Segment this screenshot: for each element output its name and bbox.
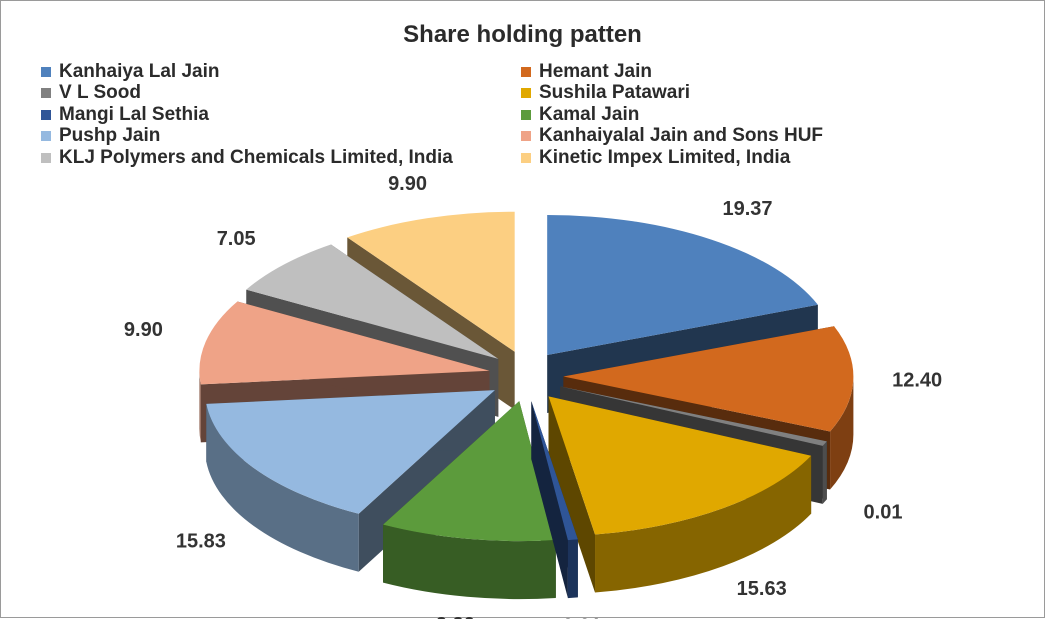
pie-slice-top	[547, 214, 818, 355]
pie-slice-top	[548, 396, 812, 535]
data-label: 9.90	[388, 173, 427, 195]
pie-slice-side	[199, 370, 201, 443]
pie-slice-top	[560, 386, 827, 446]
legend-label: Hemant Jain	[539, 60, 652, 82]
legend-item: Hemant Jain	[521, 61, 1001, 83]
legend-label: Pushp Jain	[59, 125, 161, 147]
legend-swatch	[521, 88, 531, 99]
legend-item: Mangi Lal Sethia	[41, 104, 521, 126]
legend-label: Mangi Lal Sethia	[59, 103, 209, 125]
legend-item: V L Sood	[41, 82, 521, 105]
legend-label: KLJ Polymers and Chemicals Limited, Indi…	[59, 146, 453, 168]
legend-label: Kinetic Impex Limited, India	[539, 146, 791, 168]
data-label: 9.90	[436, 614, 475, 619]
legend-swatch	[521, 66, 531, 77]
data-label: 7.05	[217, 228, 256, 250]
pie-slice-top	[246, 244, 499, 359]
pie-slice-top	[206, 390, 495, 514]
pie-slice-side	[531, 401, 568, 599]
legend-item: Pushp Jain	[41, 125, 521, 148]
data-label: 19.37	[722, 198, 772, 220]
pie-slice-top	[383, 401, 556, 542]
data-label: 15.83	[176, 530, 226, 552]
legend-item: Sushila Patawari	[521, 82, 1001, 105]
legend-swatch	[521, 152, 531, 163]
pie-slice-side	[206, 403, 359, 572]
legend-swatch	[41, 88, 51, 99]
pie-slice-top	[563, 326, 854, 432]
pie-slice-side	[830, 376, 854, 490]
data-label: 0.01	[864, 501, 903, 523]
legend-label: V L Sood	[59, 82, 141, 104]
legend-item: Kanhaiya Lal Jain	[41, 61, 521, 83]
legend-label: Kanhaiyalal Jain and Sons HUF	[539, 125, 824, 147]
legend-item: Kanhaiyalal Jain and Sons HUF	[521, 125, 1001, 148]
pie-slice-side	[548, 396, 596, 593]
legend-swatch	[521, 131, 531, 142]
legend-swatch	[41, 66, 51, 77]
legend-item: Kamal Jain	[521, 104, 1001, 126]
data-label: 15.63	[737, 578, 787, 600]
data-label: 9.90	[124, 319, 163, 341]
legend-label: Kanhaiya Lal Jain	[59, 60, 220, 82]
pie-slice	[548, 396, 812, 593]
legend-item: KLJ Polymers and Chemicals Limited, Indi…	[41, 147, 521, 169]
pie-slice-side	[383, 524, 556, 600]
data-label: 12.40	[892, 370, 942, 392]
pie-slice-top	[347, 211, 515, 352]
legend-swatch	[521, 109, 531, 120]
legend-swatch	[41, 152, 51, 163]
legend-label: Sushila Patawari	[539, 82, 691, 104]
pie-slice-side	[822, 441, 827, 504]
pie-slice-side	[595, 455, 812, 593]
data-label: 0.01	[563, 615, 602, 619]
chart-title: Share holding patten	[403, 21, 642, 48]
pie-slice-side	[567, 539, 578, 599]
pie-slice-top	[531, 401, 578, 541]
pie-slice	[531, 401, 578, 599]
pie-slice	[383, 401, 556, 600]
legend-label: Kamal Jain	[539, 103, 640, 125]
legend-swatch	[41, 131, 51, 142]
legend-item: Kinetic Impex Limited, India	[521, 147, 1001, 169]
legend-swatch	[41, 109, 51, 120]
legend: Kanhaiya Lal Jain Hemant Jain V L Sood Sush…	[41, 61, 1001, 169]
pie-slice-top	[199, 301, 490, 385]
